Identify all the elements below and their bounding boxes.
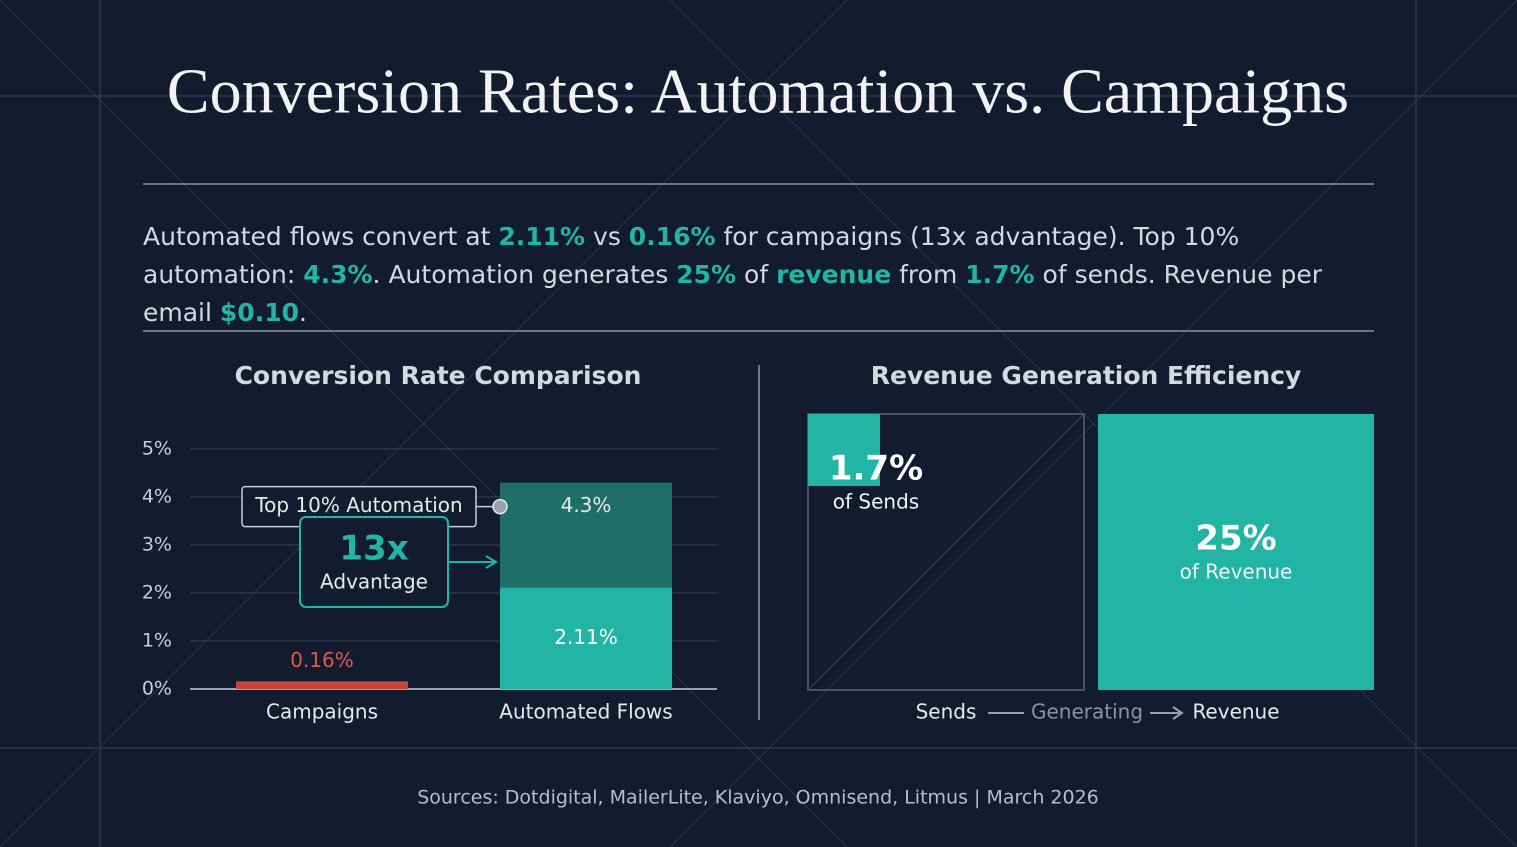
highlight-text: 4.3% (303, 260, 373, 289)
highlight-text: $0.10 (219, 298, 299, 327)
callout-dot (492, 498, 508, 515)
summary-text: of sends. Revenue per email (143, 260, 1322, 327)
value-label: 2.11% (554, 625, 618, 649)
x-tick-label: Revenue (1192, 700, 1279, 724)
highlight-text: 0.16% (628, 222, 716, 251)
annotation-text: Advantage (320, 570, 428, 594)
y-tick-label: 4% (142, 486, 172, 508)
x-tick-label: Campaigns (266, 700, 378, 724)
y-tick-label: 5% (142, 438, 172, 460)
reference-diagonal (807, 413, 1085, 691)
y-tick-label: 3% (142, 534, 172, 556)
value-label: 0.16% (290, 648, 354, 672)
highlight-text: revenue (776, 260, 892, 289)
chart-title: Conversion Rate Comparison (235, 361, 642, 390)
summary-text: for campaigns (13x advantage). Top 10% a… (143, 222, 1240, 289)
value-label: 1.7% (829, 449, 923, 489)
y-tick-label: 2% (142, 582, 172, 604)
connector-label: Generating (1031, 700, 1143, 724)
summary-text: Automated flows convert at (143, 222, 499, 251)
flow-arrowhead (1172, 706, 1184, 720)
summary-text: of (736, 260, 777, 289)
summary: Automated flows convert at 2.11% vs 0.16… (143, 218, 1383, 332)
annotation-title: 13x (339, 529, 408, 569)
source: Sources: Dotdigital, MailerLite, Klaviyo… (417, 787, 1099, 809)
x-tick-label: Automated Flows (499, 700, 672, 724)
y-tick-label: 0% (142, 678, 172, 700)
y-tick-label: 1% (142, 630, 172, 652)
summary-text: from (891, 260, 966, 289)
highlight-text: 25% (676, 260, 737, 289)
area-square (1098, 414, 1374, 690)
highlight-text: 1.7% (965, 260, 1035, 289)
value-sublabel: of Sends (833, 490, 919, 514)
value-sublabel: of Revenue (1180, 560, 1293, 584)
page-title: Conversion Rates: Automation vs. Campaig… (167, 56, 1349, 127)
bar (500, 587, 672, 689)
summary-text: . (298, 298, 307, 327)
summary-text: . Automation generates (372, 260, 677, 289)
value-label: 25% (1195, 519, 1276, 559)
x-tick-label: Sends (916, 700, 977, 724)
chart-title: Revenue Generation Efficiency (871, 361, 1302, 390)
annotation-arrowhead (485, 555, 498, 569)
reference-frame (807, 413, 1085, 691)
summary-text: vs (585, 222, 629, 251)
area-square (808, 414, 880, 486)
highlight-text: 2.11% (498, 222, 586, 251)
benchmark-value-label: 4.3% (561, 493, 612, 517)
bar (236, 681, 408, 689)
callout-label: Top 10% Automation (254, 493, 462, 517)
